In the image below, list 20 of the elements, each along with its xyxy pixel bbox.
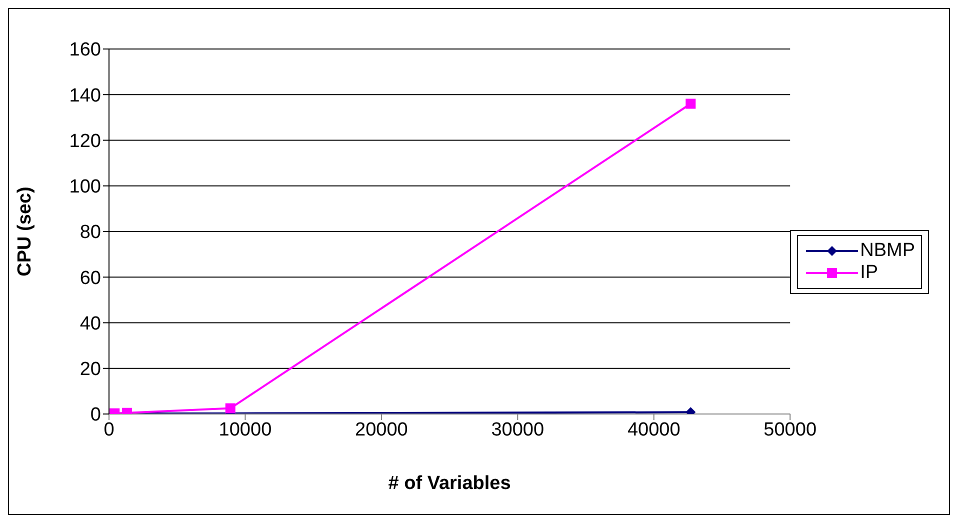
x-tick-label: 20000 (355, 419, 408, 440)
y-tick-label: 160 (69, 40, 101, 61)
y-tick-label: 60 (80, 268, 101, 289)
y-tick-label: 140 (69, 85, 101, 106)
y-tick-label: 120 (69, 130, 101, 152)
x-axis-title: # of Variables (388, 473, 511, 494)
y-tick-label: 100 (69, 176, 101, 198)
y-tick-label: 40 (80, 313, 101, 334)
y-axis-title: CPU (sec) (14, 186, 36, 276)
x-tick-label: 50000 (764, 419, 817, 440)
legend-label: NBMP (860, 240, 915, 262)
x-tick-label: 10000 (218, 419, 272, 440)
legend-label: IP (860, 262, 878, 284)
y-tick-label: 0 (90, 404, 101, 426)
x-tick-label: 0 (104, 419, 114, 440)
x-tick-label: 40000 (627, 419, 680, 440)
y-tick-label: 20 (80, 359, 101, 380)
point (686, 98, 696, 109)
y-tick-label: 80 (80, 222, 101, 244)
x-tick-label: 30000 (491, 419, 544, 440)
